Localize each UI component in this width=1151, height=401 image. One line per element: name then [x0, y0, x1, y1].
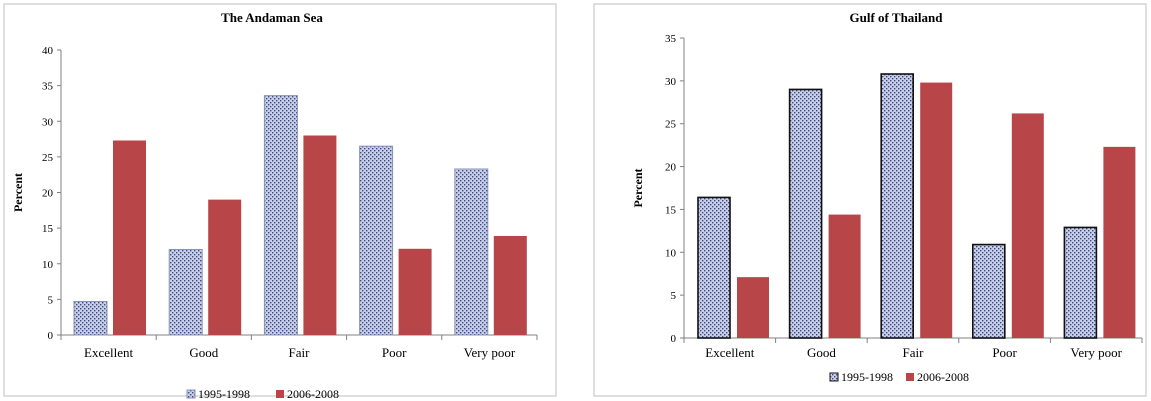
y-tick-label: 5 — [671, 290, 677, 302]
y-tick-label: 20 — [665, 162, 677, 174]
x-category-label: Poor — [992, 345, 1017, 360]
bar-2006-2008-poor — [398, 248, 432, 335]
x-category-label: Good — [807, 345, 836, 360]
x-category-label: Good — [189, 345, 218, 360]
bar-1995-1998-very-poor — [1063, 226, 1098, 339]
bar-2006-2008-fair — [303, 135, 337, 335]
bar-1995-1998-very-poor — [454, 168, 489, 336]
bar-1995-1998-poor — [359, 145, 394, 336]
chart-frame — [593, 3, 1147, 397]
y-tick-label: 10 — [665, 247, 677, 259]
andaman-sea-chart: The Andaman Sea 0 5 10 15 20 25 30 35 40 Percent Ex… — [0, 0, 560, 401]
bar-1995-1998-good — [788, 88, 823, 339]
x-category-label: Excellent — [705, 345, 754, 360]
y-tick-label: 5 — [48, 294, 54, 306]
andaman-sea-chart-svg: The Andaman Sea 0 5 10 15 20 25 30 35 40 Percent Ex… — [3, 3, 557, 401]
x-category-label: Fair — [289, 345, 311, 360]
legend-swatch-2006-2008 — [906, 373, 914, 381]
legend-label-1995-1998: 1995-1998 — [198, 387, 250, 401]
legend-label-1995-1998: 1995-1998 — [841, 370, 893, 384]
y-tick-label: 35 — [665, 33, 677, 45]
x-category-label: Poor — [382, 345, 407, 360]
bar-2006-2008-excellent — [113, 140, 146, 335]
bar-1995-1998-excellent — [73, 301, 108, 336]
y-tick-label: 15 — [42, 223, 54, 235]
bar-2006-2008-good — [828, 214, 861, 338]
x-category-label: Very poor — [1070, 345, 1122, 360]
bar-1995-1998-fair — [880, 73, 915, 339]
y-tick-label: 0 — [671, 333, 677, 345]
y-axis-label: Percent — [631, 168, 645, 207]
bar-1995-1998-excellent — [697, 196, 731, 339]
bar-1995-1998-poor — [971, 243, 1006, 339]
gulf-of-thailand-chart: Gulf of Thailand 0 5 10 15 20 25 30 35 Percent Exc… — [590, 0, 1151, 401]
bar-2006-2008-poor — [1011, 113, 1044, 338]
y-tick-label: 0 — [48, 330, 54, 342]
y-tick-label: 30 — [42, 116, 54, 128]
bar-2006-2008-excellent — [737, 277, 769, 338]
y-tick-label: 15 — [665, 204, 677, 216]
x-category-label: Excellent — [84, 345, 133, 360]
bar-2006-2008-very-poor — [493, 235, 527, 335]
bar-2006-2008-fair — [920, 82, 953, 338]
y-tick-label: 40 — [42, 45, 54, 57]
chart-title: Gulf of Thailand — [850, 10, 944, 25]
legend-swatch-1995-1998 — [829, 372, 839, 382]
y-tick-label: 30 — [665, 76, 677, 88]
bar-1995-1998-fair — [263, 95, 298, 336]
x-category-label: Very poor — [464, 345, 516, 360]
gulf-of-thailand-chart-svg: Gulf of Thailand 0 5 10 15 20 25 30 35 Percent Exc… — [593, 3, 1147, 397]
legend-label-2006-2008: 2006-2008 — [917, 370, 969, 384]
x-category-label: Fair — [903, 345, 925, 360]
y-axis-label: Percent — [11, 173, 25, 212]
y-tick-label: 25 — [42, 152, 54, 164]
y-tick-label: 35 — [42, 81, 54, 93]
y-tick-label: 10 — [42, 259, 54, 271]
bar-2006-2008-very-poor — [1103, 146, 1136, 338]
bar-2006-2008-good — [208, 199, 242, 335]
y-tick-label: 25 — [665, 119, 677, 131]
bar-1995-1998-good — [168, 249, 203, 336]
y-tick-label: 20 — [42, 188, 54, 200]
chart-title: The Andaman Sea — [221, 10, 323, 25]
legend-label-2006-2008: 2006-2008 — [287, 387, 339, 401]
legend-swatch-2006-2008 — [276, 390, 284, 398]
legend-swatch-1995-1998 — [186, 389, 196, 399]
